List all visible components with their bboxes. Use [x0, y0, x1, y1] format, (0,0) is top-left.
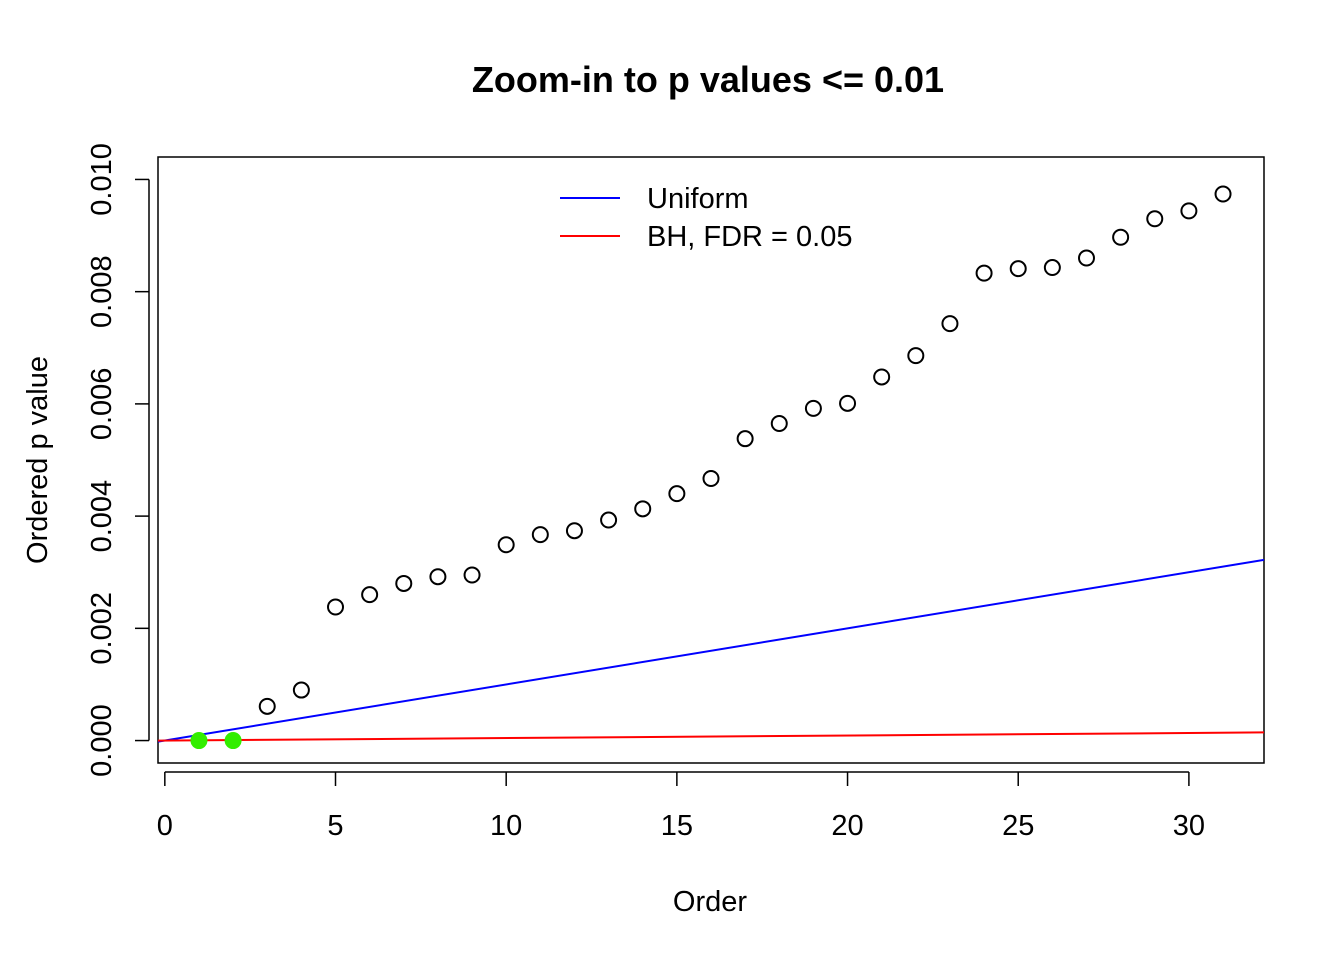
series-line [158, 731, 1264, 742]
x-tick-label: 10 [490, 810, 522, 842]
data-point [634, 500, 652, 518]
data-point [1180, 202, 1198, 220]
data-point [1043, 259, 1061, 277]
x-tick-label: 0 [157, 810, 173, 842]
data-point [565, 522, 583, 540]
data-point [770, 415, 788, 433]
data-point [395, 574, 413, 592]
significant-point [224, 732, 242, 750]
data-point [668, 485, 686, 503]
data-point [531, 526, 549, 544]
data-point [1214, 185, 1232, 203]
data-point [463, 566, 481, 584]
data-point [907, 347, 925, 365]
data-point [736, 430, 754, 448]
data-point [327, 598, 345, 616]
y-tick-label: 0.000 [86, 704, 118, 777]
y-tick-label: 0.010 [86, 143, 118, 216]
y-tick-label: 0.004 [86, 480, 118, 553]
data-point [839, 394, 857, 412]
plot-area: 0 5 10 15 20 25 30 0.000 0.002 0.004 0.006 0.008 0.0… [86, 143, 1265, 842]
data-point [600, 511, 618, 529]
x-tick-label: 20 [831, 810, 863, 842]
x-axis-label: Order [673, 886, 747, 918]
data-point [1009, 260, 1027, 278]
data-point [361, 586, 379, 604]
data-point [1146, 210, 1164, 228]
data-point [258, 697, 276, 715]
chart-title: Zoom-in to p values <= 0.01 [472, 59, 944, 100]
data-point [1112, 228, 1130, 246]
data-point [702, 470, 720, 488]
y-tick-label: 0.002 [86, 592, 118, 665]
significant-point [190, 732, 208, 750]
data-point [804, 399, 822, 417]
data-point [1077, 249, 1095, 267]
legend-label: BH, FDR = 0.05 [647, 221, 853, 253]
x-tick-label: 5 [327, 810, 343, 842]
data-point [941, 315, 959, 333]
x-tick-label: 30 [1173, 810, 1205, 842]
series-line [158, 558, 1264, 743]
data-point [429, 568, 447, 586]
data-point [975, 264, 993, 282]
data-point [873, 368, 891, 386]
y-tick-label: 0.006 [86, 368, 118, 441]
x-tick-label: 15 [661, 810, 693, 842]
y-tick-label: 0.008 [86, 255, 118, 328]
plot-frame [157, 156, 1265, 764]
y-axis-label: Ordered p value [22, 356, 54, 564]
data-point [497, 536, 515, 554]
data-point [292, 681, 310, 699]
x-tick-label: 25 [1002, 810, 1034, 842]
legend-label: Uniform [647, 183, 749, 215]
